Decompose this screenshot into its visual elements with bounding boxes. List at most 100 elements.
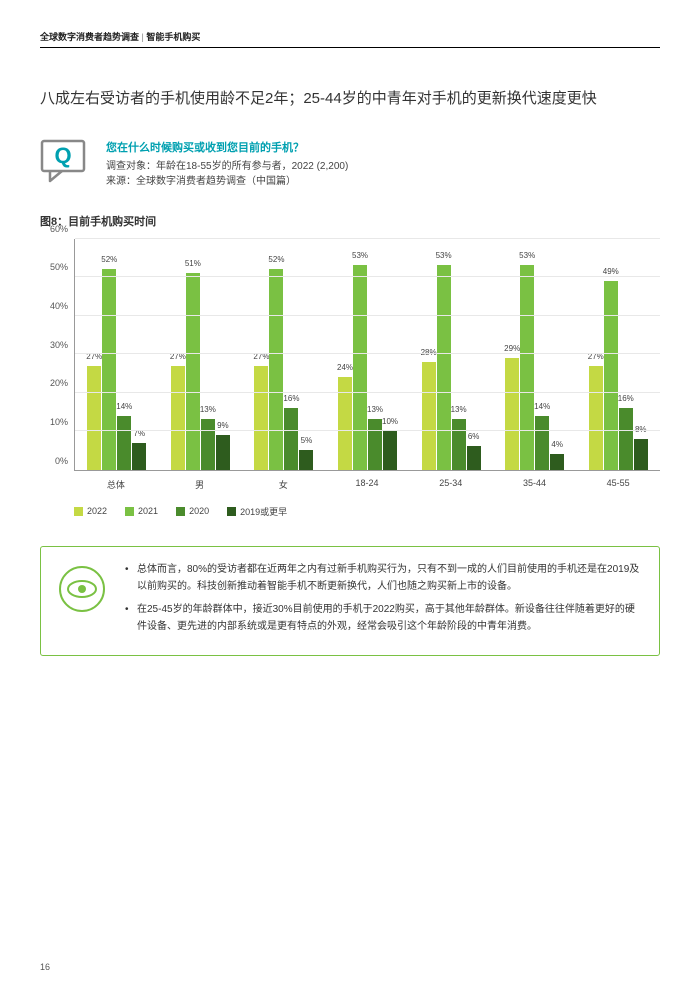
legend-swatch — [125, 507, 134, 516]
bar-chart: 0%10%20%30%40%50%60% 27%52%14%7%27%51%13… — [40, 239, 660, 499]
y-tick: 20% — [50, 378, 68, 388]
bar: 14% — [117, 416, 131, 470]
insight-bullet: 在25-45岁的年龄群体中，接近30%目前使用的手机于2022购买，高于其他年龄… — [125, 601, 643, 635]
page-header: 全球数字消费者趋势调查 | 智能手机购买 — [40, 30, 660, 43]
bar: 29% — [505, 358, 519, 470]
bar: 9% — [216, 435, 230, 470]
legend-item: 2019或更早 — [227, 505, 287, 518]
svg-text:Q: Q — [54, 143, 71, 168]
bar-value-label: 53% — [352, 251, 368, 260]
bar-value-label: 4% — [551, 440, 563, 449]
bar-value-label: 5% — [301, 436, 313, 445]
bar-value-label: 13% — [367, 405, 383, 414]
header-divider — [40, 47, 660, 48]
bar: 28% — [422, 362, 436, 470]
page-number: 16 — [40, 962, 50, 972]
bar-value-label: 51% — [185, 259, 201, 268]
bar-group: 27%52%14%7% — [75, 239, 159, 470]
header-left: 全球数字消费者趋势调查 — [40, 32, 139, 42]
bar: 27% — [87, 366, 101, 470]
question-box: Q 您在什么时候购买或收到您目前的手机？ 调查对象：年龄在18-55岁的所有参与… — [40, 139, 660, 189]
x-axis-label: 女 — [241, 478, 325, 491]
legend-swatch — [176, 507, 185, 516]
legend-item: 2021 — [125, 506, 158, 516]
bar: 27% — [254, 366, 268, 470]
insight-box: 总体而言，80%的受访者都在近两年之内有过新手机购买行为，只有不到一成的人们目前… — [40, 546, 660, 656]
y-tick: 30% — [50, 340, 68, 350]
bar-value-label: 29% — [504, 344, 520, 353]
x-axis-labels: 总体男女18-2425-3435-4445-55 — [74, 478, 660, 491]
bar-value-label: 13% — [451, 405, 467, 414]
bar-value-label: 13% — [200, 405, 216, 414]
bar-group: 28%53%13%6% — [409, 239, 493, 470]
bar-value-label: 53% — [519, 251, 535, 260]
legend-label: 2021 — [138, 506, 158, 516]
x-axis-label: 45-55 — [576, 478, 660, 491]
bar: 16% — [284, 408, 298, 470]
y-tick: 10% — [50, 417, 68, 427]
bar-value-label: 53% — [436, 251, 452, 260]
y-tick: 60% — [50, 224, 68, 234]
x-axis-label: 男 — [158, 478, 242, 491]
bar: 5% — [299, 450, 313, 469]
bar-value-label: 52% — [268, 255, 284, 264]
bar: 53% — [437, 265, 451, 469]
bar: 27% — [171, 366, 185, 470]
insight-bullets: 总体而言，80%的受访者都在近两年之内有过新手机购买行为，只有不到一成的人们目前… — [125, 561, 643, 641]
header-right: 智能手机购买 — [146, 32, 200, 42]
bar-value-label: 52% — [101, 255, 117, 264]
bar-group: 27%52%16%5% — [242, 239, 326, 470]
bar: 52% — [102, 269, 116, 469]
legend-label: 2019或更早 — [240, 505, 287, 518]
bar-value-label: 16% — [618, 394, 634, 403]
legend-label: 2020 — [189, 506, 209, 516]
bar: 13% — [452, 419, 466, 469]
legend-item: 2020 — [176, 506, 209, 516]
y-tick: 40% — [50, 301, 68, 311]
bar-value-label: 14% — [534, 402, 550, 411]
gridline — [75, 315, 660, 316]
bar: 51% — [186, 273, 200, 469]
bar: 8% — [634, 439, 648, 470]
question-title: 您在什么时候购买或收到您目前的手机？ — [106, 139, 348, 155]
question-icon: Q — [40, 139, 94, 183]
bar: 4% — [550, 454, 564, 469]
insight-bullet: 总体而言，80%的受访者都在近两年之内有过新手机购买行为，只有不到一成的人们目前… — [125, 561, 643, 595]
bar-group: 27%49%16%8% — [576, 239, 660, 470]
gridline — [75, 276, 660, 277]
legend-item: 2022 — [74, 506, 107, 516]
legend-swatch — [227, 507, 236, 516]
bar-value-label: 49% — [603, 267, 619, 276]
bar: 13% — [201, 419, 215, 469]
bar: 53% — [353, 265, 367, 469]
question-meta-1: 调查对象：年龄在18-55岁的所有参与者，2022 (2,200) — [106, 159, 348, 174]
bar: 49% — [604, 281, 618, 470]
bar: 6% — [467, 446, 481, 469]
x-axis-label: 25-34 — [409, 478, 493, 491]
eye-icon — [55, 561, 109, 641]
gridline — [75, 392, 660, 393]
bar-value-label: 10% — [382, 417, 398, 426]
x-axis-label: 18-24 — [325, 478, 409, 491]
chart-title: 图8：目前手机购买时间 — [40, 213, 660, 229]
bar-group: 24%53%13%10% — [326, 239, 410, 470]
bar: 27% — [589, 366, 603, 470]
x-axis-label: 35-44 — [493, 478, 577, 491]
bar-value-label: 16% — [283, 394, 299, 403]
bar: 14% — [535, 416, 549, 470]
y-tick: 50% — [50, 262, 68, 272]
bar-group: 27%51%13%9% — [159, 239, 243, 470]
legend-swatch — [74, 507, 83, 516]
y-axis: 0%10%20%30%40%50%60% — [40, 239, 72, 471]
bar: 7% — [132, 443, 146, 470]
x-axis-label: 总体 — [74, 478, 158, 491]
bar-groups: 27%52%14%7%27%51%13%9%27%52%16%5%24%53%1… — [75, 239, 660, 470]
bar-value-label: 24% — [337, 363, 353, 372]
chart-legend: 2022 2021 2020 2019或更早 — [74, 505, 660, 518]
bar-value-label: 14% — [116, 402, 132, 411]
gridline — [75, 353, 660, 354]
plot-area: 27%52%14%7%27%51%13%9%27%52%16%5%24%53%1… — [74, 239, 660, 471]
bar-value-label: 9% — [217, 421, 229, 430]
gridline — [75, 238, 660, 239]
question-meta-2: 来源：全球数字消费者趋势调查（中国篇） — [106, 174, 348, 189]
